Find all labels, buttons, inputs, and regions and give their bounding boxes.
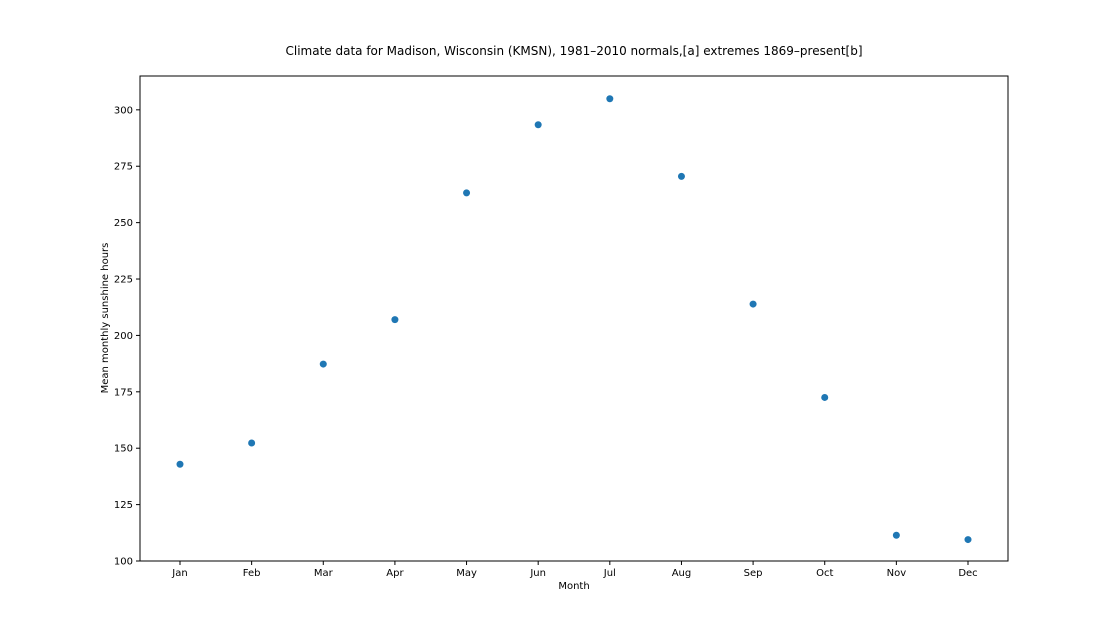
data-point: [964, 536, 972, 544]
x-tick-label: May: [456, 568, 477, 579]
x-tick-label: Jan: [171, 568, 187, 579]
x-tick-label: Dec: [958, 568, 977, 579]
x-tick-label: Jun: [529, 568, 546, 579]
data-point: [391, 316, 399, 324]
x-tick-label: Apr: [386, 568, 404, 579]
plot-area-frame: [139, 75, 1009, 562]
data-point: [463, 189, 471, 197]
y-axis: 100 125 150 175 200 225 250 275 300: [114, 105, 140, 568]
chart-title: Climate data for Madison, Wisconsin (KMS…: [285, 44, 862, 58]
data-point: [176, 460, 184, 468]
data-points: [176, 95, 972, 544]
x-tick-label: Sep: [744, 568, 763, 579]
data-point: [749, 300, 757, 308]
y-tick-label: 175: [114, 387, 133, 398]
x-tick-label: Jul: [603, 568, 616, 579]
y-tick-label: 150: [114, 444, 133, 455]
x-tick-label: Aug: [672, 568, 692, 579]
y-tick-label: 275: [114, 162, 133, 173]
y-tick-label: 200: [114, 331, 133, 342]
x-tick-label: Oct: [816, 568, 833, 579]
data-point: [892, 531, 900, 539]
data-point: [534, 121, 542, 129]
y-tick-label: 300: [114, 105, 133, 116]
data-point: [677, 172, 685, 180]
x-axis: Jan Feb Mar Apr May Jun Jul Aug Sep Oct Nov Dec: [171, 561, 978, 579]
data-point: [319, 360, 327, 368]
data-point: [248, 439, 256, 447]
x-tick-label: Mar: [314, 568, 334, 579]
data-point: [821, 393, 829, 401]
data-point: [606, 95, 614, 103]
y-tick-label: 225: [114, 275, 133, 286]
y-axis-label: Mean monthly sunshine hours: [100, 243, 111, 394]
y-tick-label: 250: [114, 218, 133, 229]
x-axis-label: Month: [558, 581, 589, 592]
x-tick-label: Feb: [243, 568, 261, 579]
y-tick-label: 125: [114, 500, 133, 511]
y-tick-label: 100: [114, 557, 133, 568]
x-tick-label: Nov: [887, 568, 907, 579]
